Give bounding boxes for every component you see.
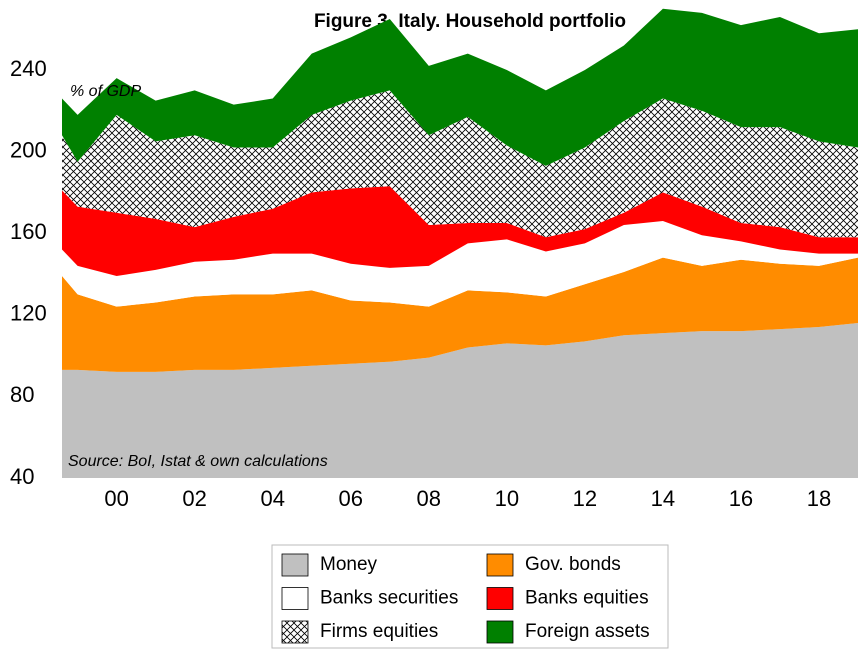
legend-swatch <box>281 587 309 610</box>
legend-label: Money <box>320 554 378 575</box>
legend-swatch <box>281 553 309 577</box>
area <box>62 186 858 277</box>
x-tick-label: 18 <box>807 486 831 511</box>
y-tick-label: 120 <box>10 301 47 326</box>
x-tick-label: 00 <box>104 486 128 511</box>
chart-title: Figure 3. Italy. Household portfolio <box>314 11 626 32</box>
legend-label: Firms equities <box>320 621 438 642</box>
x-tick-label: 12 <box>573 486 597 511</box>
y-tick-label: 160 <box>10 219 47 244</box>
y-tick-label: 40 <box>10 464 34 489</box>
x-tick-label: 02 <box>182 486 206 511</box>
legend-label: Gov. bonds <box>525 554 621 575</box>
legend-swatch <box>486 553 514 577</box>
y-tick-label: 240 <box>10 56 47 81</box>
area <box>62 8 858 166</box>
unit-note: % of GDP <box>70 83 141 100</box>
x-tick-label: 04 <box>260 486 284 511</box>
area <box>62 220 858 307</box>
y-tick-label: 80 <box>10 382 34 407</box>
legend-label: Foreign assets <box>525 621 650 642</box>
y-tick-label: 200 <box>10 137 47 162</box>
x-tick-label: 10 <box>495 486 519 511</box>
areas <box>62 8 858 478</box>
legend-box <box>271 544 669 649</box>
legend-swatch <box>486 620 514 644</box>
x-tick-label: 14 <box>651 486 675 511</box>
area <box>62 322 858 478</box>
legend-swatch <box>486 587 514 610</box>
axes: 40 80 120 160 200 240 00 02 04 06 08 10 12 14 16 18 <box>10 56 831 511</box>
source-note: Source: BoI, Istat & own calculations <box>68 453 328 470</box>
legend-label: Banks equities <box>525 588 649 609</box>
x-tick-label: 06 <box>339 486 363 511</box>
x-tick-label: 08 <box>417 486 441 511</box>
area <box>62 90 858 238</box>
legend: Money Gov. bonds Banks securities Banks equ… <box>281 553 650 644</box>
legend-label: Banks securities <box>320 588 458 609</box>
legend-swatch <box>281 620 309 644</box>
area <box>62 257 858 372</box>
x-tick-label: 16 <box>729 486 753 511</box>
